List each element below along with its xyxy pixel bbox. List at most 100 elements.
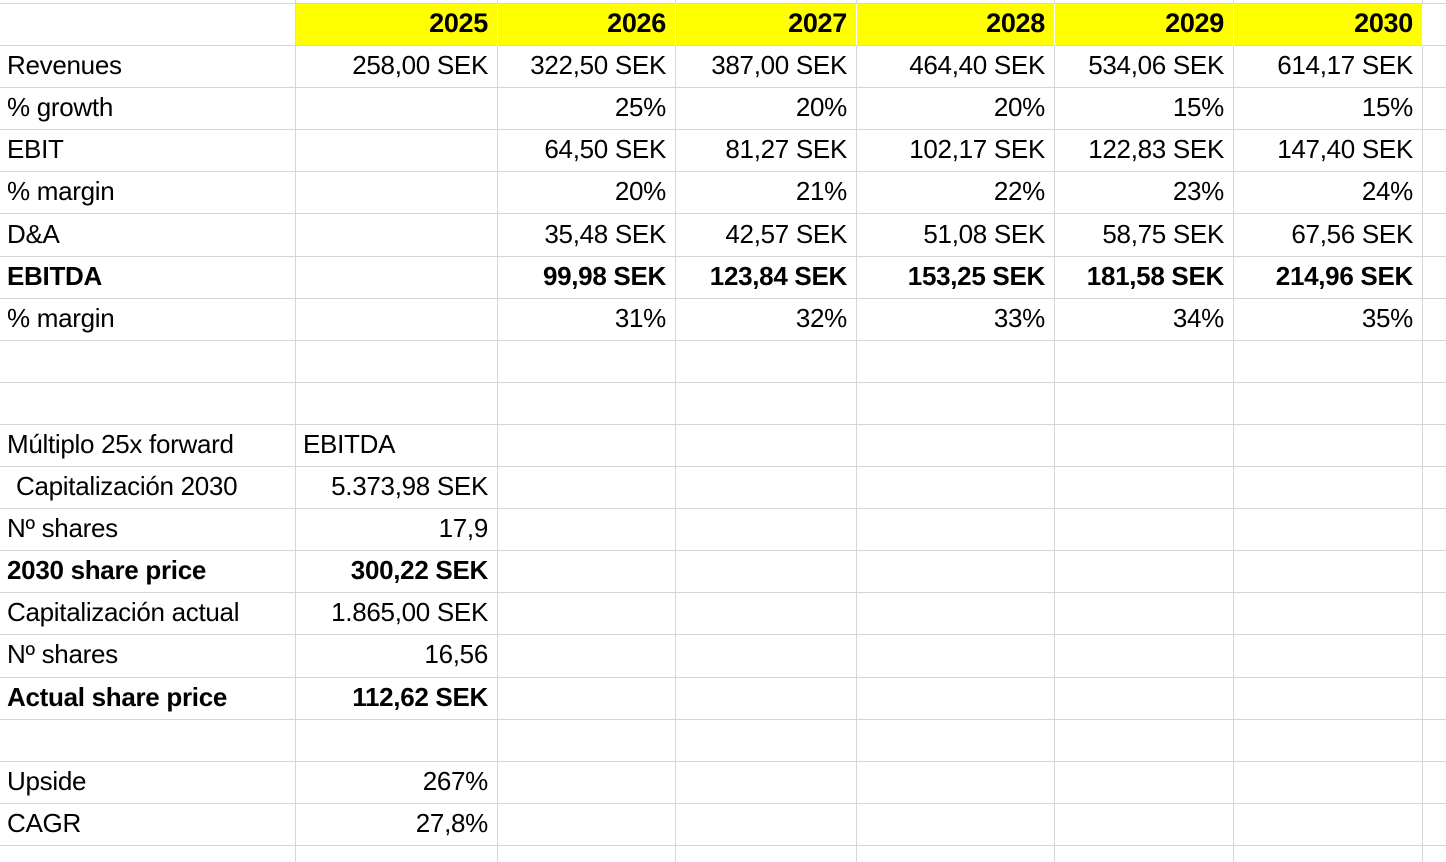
cell-label-empty[interactable] [0, 340, 296, 383]
spacer-cell[interactable] [857, 635, 1055, 678]
spacer-cell[interactable] [857, 551, 1055, 594]
cell-2030-d-a[interactable]: 67,56 SEK [1234, 214, 1423, 257]
cell-label-cagr[interactable]: CAGR [0, 803, 296, 846]
spacer-cell[interactable] [1055, 551, 1234, 594]
cell-label-capitalizaci-n-2030[interactable]: Capitalización 2030 [0, 467, 296, 510]
cell-value-n-shares[interactable]: 17,9 [296, 509, 498, 552]
spacer-cell[interactable] [498, 467, 676, 510]
spacer-cell[interactable] [676, 0, 857, 4]
cell-label-empty[interactable] [0, 719, 296, 762]
spacer-cell[interactable] [498, 719, 676, 762]
cell-2027-ebitda[interactable]: 123,84 SEK [676, 256, 857, 299]
spacer-cell[interactable] [498, 424, 676, 468]
spacer-cell[interactable] [857, 845, 1055, 862]
spacer-cell[interactable] [1234, 845, 1423, 862]
cell-2027-revenues[interactable]: 387,00 SEK [676, 46, 857, 89]
cell-label-revenues[interactable]: Revenues [0, 46, 296, 89]
spacer-cell[interactable] [1234, 0, 1423, 4]
spacer-cell[interactable] [676, 677, 857, 720]
spacer-cell[interactable] [857, 467, 1055, 510]
cell-2028-empty[interactable] [857, 382, 1055, 425]
spacer-cell[interactable] [1423, 593, 1446, 636]
spacer-cell[interactable] [857, 719, 1055, 762]
spacer-cell[interactable] [296, 0, 498, 4]
cell-label-margin[interactable]: % margin [0, 172, 296, 215]
cell-2027-d-a[interactable]: 42,57 SEK [676, 214, 857, 257]
cell-label-n-shares[interactable]: Nº shares [0, 509, 296, 552]
cell-2026-growth[interactable]: 25% [498, 88, 676, 131]
cell-2030-revenues[interactable]: 614,17 SEK [1234, 46, 1423, 89]
spacer-cell[interactable] [1055, 719, 1234, 762]
spacer-cell[interactable] [1055, 424, 1234, 468]
spacer-cell[interactable] [1423, 88, 1446, 131]
cell-2029-empty[interactable] [1055, 340, 1234, 383]
spacer-cell[interactable] [857, 677, 1055, 720]
cell-label-ebitda[interactable]: EBITDA [0, 256, 296, 299]
cell-label-ebit[interactable]: EBIT [0, 130, 296, 173]
cell-2026-ebitda[interactable]: 99,98 SEK [498, 256, 676, 299]
spacer-cell[interactable] [676, 509, 857, 552]
spacer-cell[interactable] [498, 635, 676, 678]
spacer-cell[interactable] [676, 803, 857, 846]
cell-label-margin[interactable]: % margin [0, 298, 296, 341]
cell-2028-growth[interactable]: 20% [857, 88, 1055, 131]
spacer-cell[interactable] [1423, 804, 1446, 846]
cell-2026-margin[interactable]: 20% [498, 172, 676, 215]
spacer-cell[interactable] [1423, 214, 1446, 257]
spacer-cell[interactable] [676, 593, 857, 636]
spacer-cell[interactable] [1234, 719, 1423, 762]
cell-2030-empty[interactable] [1234, 382, 1423, 425]
spacer-cell[interactable] [1055, 467, 1234, 510]
spacer-cell[interactable] [1423, 678, 1446, 720]
cell-2026-empty[interactable] [498, 382, 676, 425]
cell-2028-margin[interactable]: 22% [857, 172, 1055, 215]
cell-2030-growth[interactable]: 15% [1234, 88, 1423, 131]
cell-value-upside[interactable]: 267% [296, 761, 498, 804]
spacer-cell[interactable] [1055, 677, 1234, 720]
cell-value-capitalizaci-n-2030[interactable]: 5.373,98 SEK [296, 467, 498, 510]
spacer-cell[interactable] [498, 509, 676, 552]
spacer-cell[interactable] [1234, 761, 1423, 804]
spacer-cell[interactable] [1423, 0, 1446, 4]
cell-2030-ebit[interactable]: 147,40 SEK [1234, 130, 1423, 173]
spacer-cell[interactable] [1423, 635, 1446, 678]
spacer-cell[interactable] [1055, 509, 1234, 552]
cell-label-growth[interactable]: % growth [0, 88, 296, 131]
cell-2026-empty[interactable] [498, 340, 676, 383]
cell-label-upside[interactable]: Upside [0, 761, 296, 804]
spacer-cell[interactable] [498, 803, 676, 846]
spacer-cell[interactable] [676, 719, 857, 762]
year-header-2030[interactable]: 2030 [1234, 4, 1423, 47]
spacer-cell[interactable] [1234, 677, 1423, 720]
year-header-2027[interactable]: 2027 [676, 4, 857, 47]
spacer-cell[interactable] [1423, 551, 1446, 594]
year-header-2028[interactable]: 2028 [857, 4, 1055, 47]
cell-2026-d-a[interactable]: 35,48 SEK [498, 214, 676, 257]
spacer-cell[interactable] [1423, 720, 1446, 762]
cell-value-m-ltiplo-25x-forward[interactable]: EBITDA [296, 424, 498, 468]
spacer-cell[interactable] [1234, 509, 1423, 552]
spacer-cell[interactable] [498, 845, 676, 862]
cell-label-d-a[interactable]: D&A [0, 214, 296, 257]
cell-value-capitalizaci-n-actual[interactable]: 1.865,00 SEK [296, 593, 498, 636]
spacer-cell[interactable] [498, 551, 676, 594]
spacer-cell[interactable] [676, 551, 857, 594]
spacer-cell[interactable] [857, 593, 1055, 636]
spacer-cell[interactable] [1423, 467, 1446, 510]
cell-value-cagr[interactable]: 27,8% [296, 803, 498, 846]
spacer-cell[interactable] [676, 635, 857, 678]
cell-2030-margin[interactable]: 35% [1234, 298, 1423, 341]
spacer-cell[interactable] [1423, 46, 1446, 89]
spacer-cell[interactable] [296, 845, 498, 862]
spacer-cell[interactable] [1234, 551, 1423, 594]
cell-2026-ebit[interactable]: 64,50 SEK [498, 130, 676, 173]
spacer-cell[interactable] [0, 0, 296, 4]
cell-2025-margin[interactable] [296, 172, 498, 215]
cell-2027-empty[interactable] [676, 340, 857, 383]
spacer-cell[interactable] [1423, 299, 1446, 341]
cell-2028-d-a[interactable]: 51,08 SEK [857, 214, 1055, 257]
year-header-2029[interactable]: 2029 [1055, 4, 1234, 47]
cell-2025-ebit[interactable] [296, 130, 498, 173]
spacer-cell[interactable] [498, 677, 676, 720]
cell-value-empty[interactable] [296, 719, 498, 762]
